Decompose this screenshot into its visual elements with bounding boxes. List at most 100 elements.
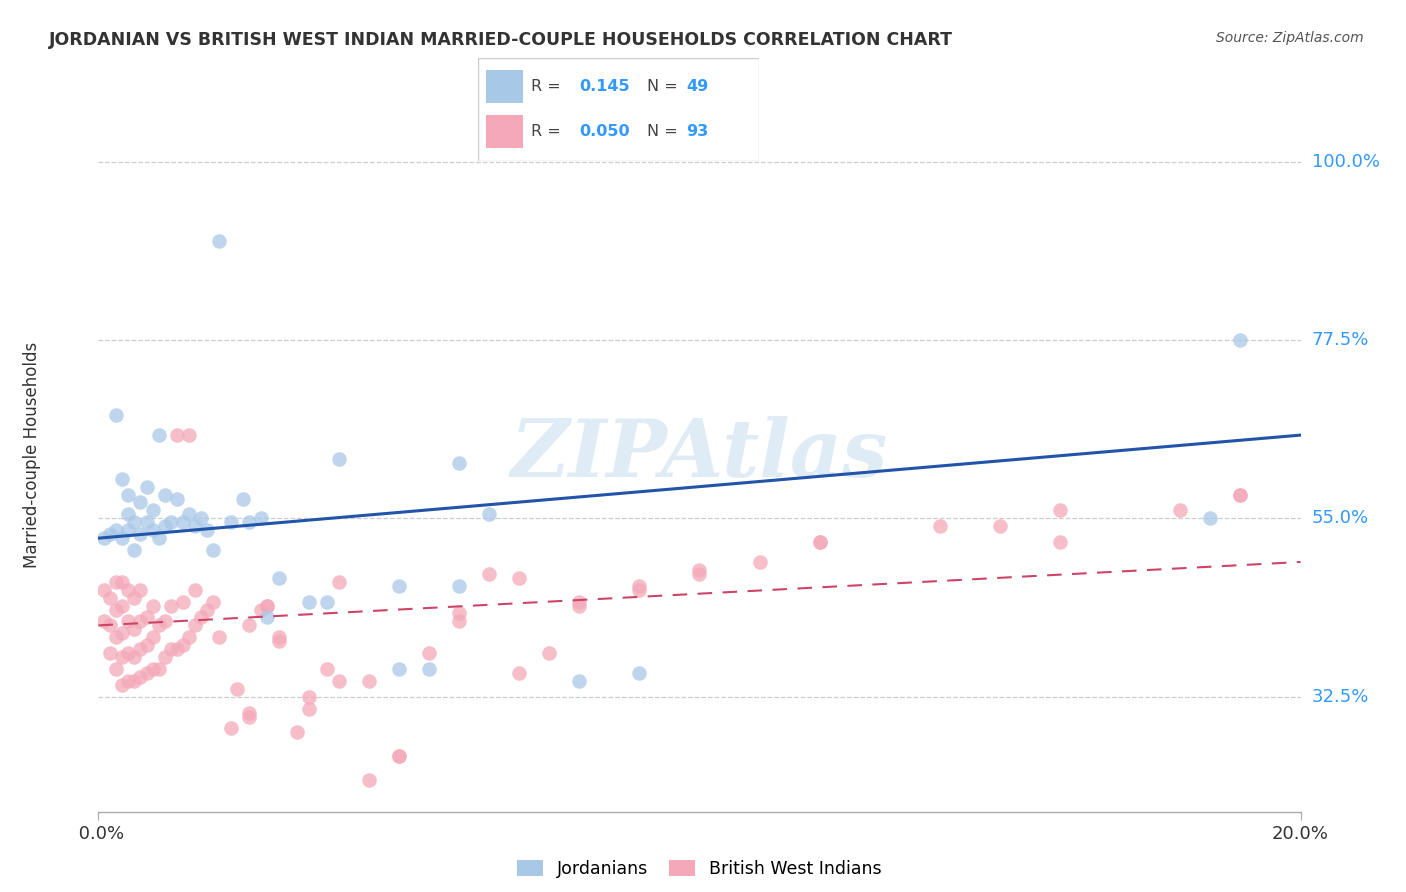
- Point: [135, 480, 157, 494]
- Point: [447, 579, 470, 593]
- Point: [159, 599, 181, 613]
- Point: [256, 610, 278, 624]
- Point: [357, 673, 380, 688]
- Point: [148, 662, 170, 676]
- Point: [105, 409, 128, 423]
- Point: [93, 582, 115, 597]
- Point: [238, 706, 260, 720]
- Point: [117, 487, 139, 501]
- Point: [148, 618, 170, 632]
- Point: [808, 535, 831, 549]
- Point: [159, 642, 181, 657]
- Point: [172, 638, 194, 652]
- Legend: Jordanians, British West Indians: Jordanians, British West Indians: [510, 854, 889, 885]
- Point: [111, 472, 134, 486]
- Point: [929, 519, 952, 533]
- Point: [1229, 333, 1251, 347]
- Point: [159, 516, 181, 530]
- Point: [298, 690, 321, 704]
- Point: [328, 673, 350, 688]
- Point: [100, 646, 122, 660]
- Point: [93, 615, 115, 629]
- Point: [238, 709, 260, 723]
- Point: [388, 749, 411, 764]
- Text: 100.0%: 100.0%: [1312, 153, 1379, 170]
- Point: [256, 599, 278, 613]
- Point: [256, 599, 278, 613]
- Point: [328, 574, 350, 589]
- Point: [117, 673, 139, 688]
- Point: [117, 582, 139, 597]
- Point: [105, 523, 128, 537]
- Point: [478, 508, 501, 522]
- Point: [388, 749, 411, 764]
- Point: [195, 523, 218, 537]
- Point: [129, 527, 152, 541]
- Point: [208, 630, 231, 644]
- Point: [111, 531, 134, 545]
- Point: [105, 574, 128, 589]
- Point: [135, 665, 157, 680]
- Point: [1199, 511, 1222, 525]
- Point: [117, 646, 139, 660]
- Point: [267, 634, 290, 648]
- Point: [141, 599, 163, 613]
- Text: ZIPAtlas: ZIPAtlas: [510, 417, 889, 493]
- FancyBboxPatch shape: [478, 58, 759, 161]
- Text: 49: 49: [686, 79, 709, 95]
- Point: [267, 571, 290, 585]
- Point: [447, 615, 470, 629]
- Point: [357, 772, 380, 787]
- Text: 93: 93: [686, 124, 709, 139]
- Text: N =: N =: [647, 124, 678, 139]
- Point: [508, 571, 530, 585]
- Point: [190, 511, 212, 525]
- Point: [177, 630, 200, 644]
- Point: [183, 618, 205, 632]
- Point: [628, 579, 651, 593]
- FancyBboxPatch shape: [486, 115, 523, 148]
- Point: [141, 662, 163, 676]
- Point: [628, 665, 651, 680]
- Text: Source: ZipAtlas.com: Source: ZipAtlas.com: [1216, 31, 1364, 45]
- Point: [1170, 503, 1192, 517]
- Point: [153, 519, 176, 533]
- Point: [183, 582, 205, 597]
- Point: [195, 602, 218, 616]
- Point: [166, 642, 188, 657]
- Point: [111, 574, 134, 589]
- Point: [129, 582, 152, 597]
- Point: [988, 519, 1011, 533]
- Point: [538, 646, 561, 660]
- Point: [100, 591, 122, 605]
- Point: [232, 491, 254, 506]
- Point: [111, 650, 134, 665]
- Point: [190, 610, 212, 624]
- Point: [183, 519, 205, 533]
- Point: [153, 650, 176, 665]
- Point: [117, 508, 139, 522]
- Point: [568, 599, 591, 613]
- Point: [447, 607, 470, 621]
- Point: [124, 650, 146, 665]
- Point: [124, 623, 146, 637]
- Text: 32.5%: 32.5%: [1312, 688, 1369, 706]
- Point: [447, 456, 470, 470]
- Point: [141, 523, 163, 537]
- Point: [388, 579, 411, 593]
- Point: [166, 428, 188, 442]
- Point: [315, 594, 337, 608]
- Point: [1229, 487, 1251, 501]
- Point: [1229, 487, 1251, 501]
- Point: [153, 615, 176, 629]
- Point: [124, 673, 146, 688]
- Point: [238, 516, 260, 530]
- Text: R =: R =: [531, 124, 561, 139]
- FancyBboxPatch shape: [486, 70, 523, 103]
- Point: [124, 543, 146, 558]
- Point: [124, 516, 146, 530]
- Point: [219, 516, 242, 530]
- Point: [177, 428, 200, 442]
- Point: [135, 638, 157, 652]
- Point: [124, 591, 146, 605]
